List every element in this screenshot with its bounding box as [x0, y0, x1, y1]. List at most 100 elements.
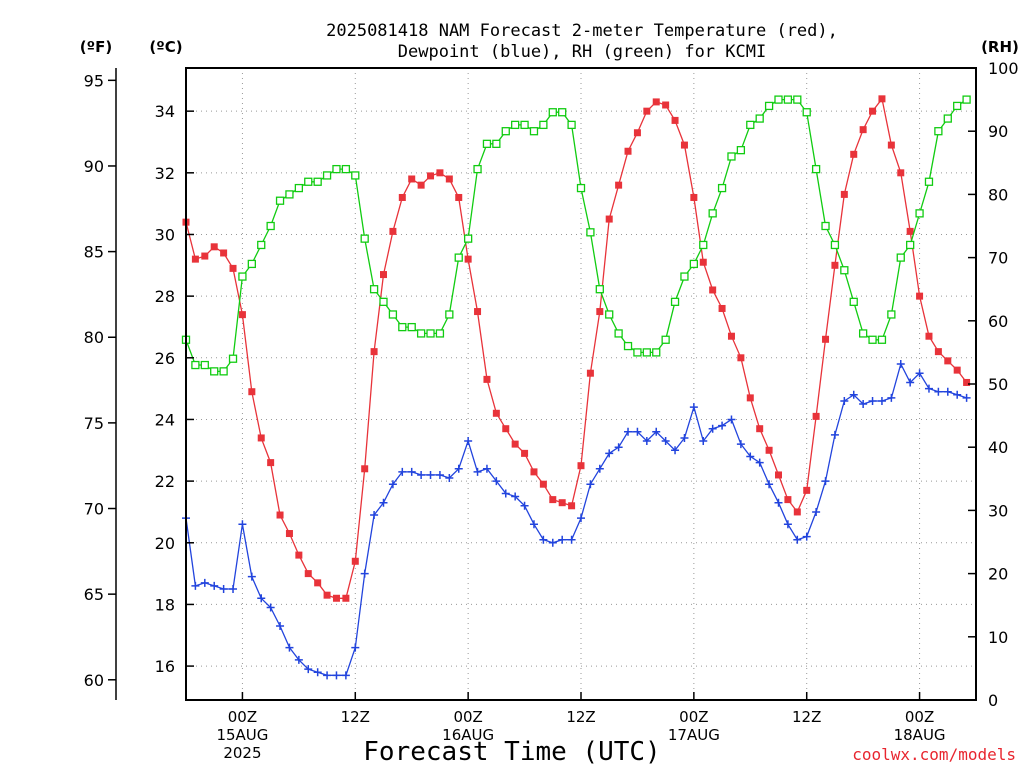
dewpoint-point: [934, 387, 943, 396]
rh-tick-label: 10: [988, 628, 1008, 647]
credit-label: coolwx.com/models: [852, 745, 1016, 764]
dewpoint-point: [783, 520, 792, 529]
fahrenheit-tick-label: 80: [84, 328, 104, 347]
temperature-point: [295, 551, 303, 559]
temperature-point: [916, 292, 924, 300]
rh-point: [351, 171, 360, 180]
rh-tick-label: 0: [988, 691, 998, 710]
temperature-point: [342, 594, 350, 602]
rh-point: [548, 108, 557, 117]
dewpoint-point: [464, 437, 473, 446]
dewpoint-point: [482, 464, 491, 473]
chart-title: 2025081418 NAM Forecast 2-meter Temperat…: [326, 21, 838, 62]
temperature-point: [464, 255, 472, 263]
x-axis-label: Forecast Time (UTC): [363, 737, 660, 767]
dewpoint-point: [652, 427, 661, 436]
dewpoint-point: [492, 477, 501, 486]
dewpoint-point: [285, 643, 294, 652]
dewpoint-point: [266, 603, 275, 612]
dewpoint-point: [661, 437, 670, 446]
rh-point: [764, 101, 774, 111]
rh-tick-label: 40: [988, 438, 1008, 457]
celsius-tick-label: 20: [155, 534, 175, 553]
temperature-point: [521, 449, 529, 457]
dewpoint-point: [257, 594, 266, 603]
fahrenheit-tick-label: 65: [84, 585, 104, 604]
temperature-point: [285, 530, 293, 538]
rh-point: [322, 171, 332, 180]
dewpoint-point: [473, 467, 482, 476]
rh-point: [717, 183, 727, 193]
chart-title-line-2: Dewpoint (blue), RH (green) for KCMI: [398, 42, 766, 62]
temperature-point: [727, 332, 735, 340]
rh-point: [943, 114, 952, 123]
rh-tick-label: 90: [988, 122, 1008, 141]
rh-point: [379, 297, 388, 306]
temperature-point: [427, 172, 435, 180]
temperature-point: [671, 116, 679, 124]
rh-point: [793, 95, 802, 104]
rh-point: [398, 322, 407, 332]
temperature-point: [840, 190, 848, 198]
rh-point: [426, 329, 435, 338]
temperature-point: [944, 357, 952, 365]
rh-point: [210, 367, 219, 376]
rh-point: [200, 360, 209, 370]
temperature-point: [445, 175, 453, 183]
fahrenheit-unit-label: (ºF): [80, 38, 112, 56]
celsius-tick-label: 18: [155, 595, 175, 614]
dewpoint-point: [727, 415, 736, 424]
rh-tick-label: 30: [988, 501, 1008, 520]
temperature-point: [210, 243, 218, 251]
temperature-point: [680, 141, 688, 149]
rh-point: [463, 234, 473, 243]
dewpoint-point: [200, 578, 209, 587]
rh-point: [689, 259, 699, 269]
temperature-point: [850, 150, 858, 158]
celsius-unit-label: (ºC): [149, 38, 182, 56]
temperature-point: [323, 591, 331, 599]
dewpoint-point: [304, 665, 313, 674]
temperature-point: [784, 496, 792, 504]
rh-point: [652, 348, 661, 357]
grid-lines: [186, 68, 976, 700]
temperature-point: [539, 480, 547, 488]
fahrenheit-tick-label: 75: [84, 414, 104, 433]
rh-point: [821, 221, 830, 231]
dewpoint-point: [953, 390, 962, 399]
celsius-tick-label: 26: [155, 349, 175, 368]
rh-point: [755, 114, 764, 123]
dewpoint-point: [924, 384, 933, 393]
rh-point: [511, 120, 520, 130]
temperature-point: [248, 388, 256, 396]
dewpoint-point: [859, 400, 868, 409]
rh-point: [247, 259, 256, 269]
temperature-point: [643, 107, 651, 115]
temperature-point: [314, 579, 322, 587]
dewpoint-point: [313, 668, 322, 677]
temperature-point: [690, 193, 698, 201]
rh-tick-label: 100: [988, 59, 1019, 78]
dewpoint-point: [718, 421, 727, 430]
temperature-point: [370, 348, 378, 356]
temperature-point: [398, 193, 406, 201]
rh-point: [623, 341, 633, 351]
temperature-point: [897, 169, 905, 177]
temperature-point: [201, 252, 209, 260]
rh-point: [802, 108, 811, 117]
dewpoint-point: [586, 480, 595, 489]
dewpoint-point: [407, 467, 416, 476]
x-tick-label: 2025: [223, 744, 261, 762]
rh-point: [285, 190, 294, 199]
rh-point: [586, 228, 595, 237]
temperature-point: [558, 499, 566, 507]
celsius-tick-label: 28: [155, 287, 175, 306]
temperature-point: [596, 308, 604, 316]
temperature-point: [408, 175, 416, 183]
temperature-point: [803, 486, 811, 494]
rh-point: [529, 127, 539, 136]
rh-point: [849, 297, 858, 306]
x-tick-label: 00Z: [453, 708, 482, 726]
rh-tick-label: 20: [988, 565, 1008, 584]
